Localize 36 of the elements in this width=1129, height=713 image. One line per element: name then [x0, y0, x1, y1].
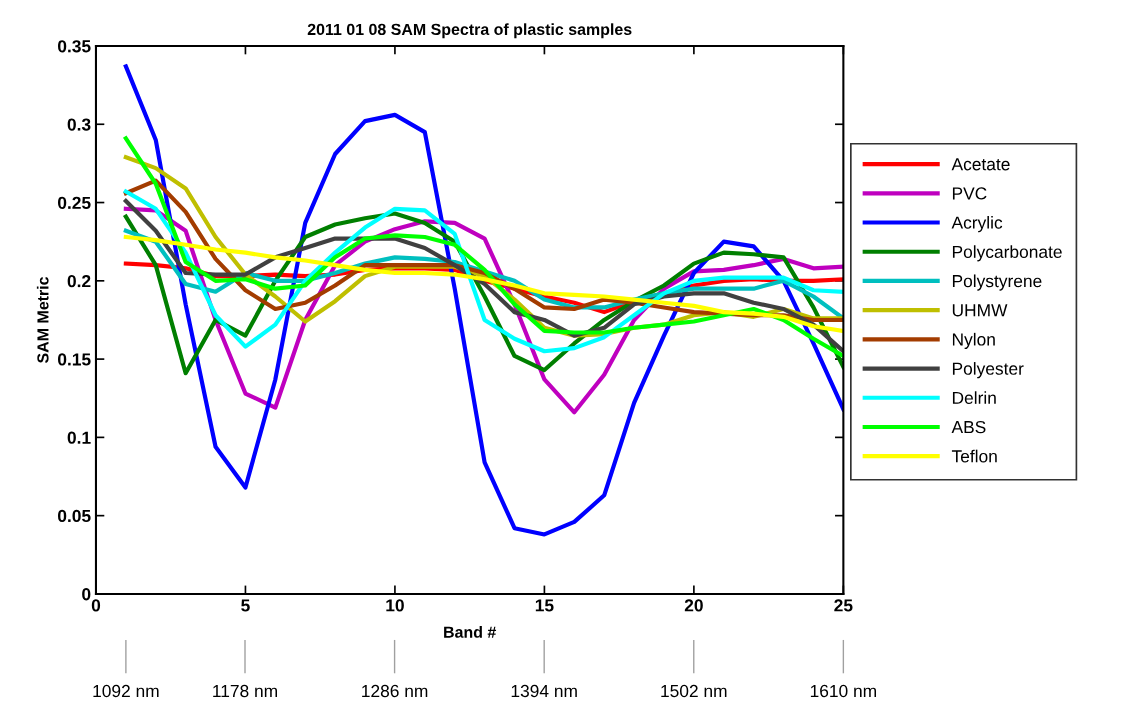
legend-label: Delrin — [952, 391, 996, 405]
line-series — [123, 234, 844, 334]
y-tick-label: 0.2 — [67, 274, 91, 288]
x-tick-label: 25 — [834, 599, 853, 612]
x2-tick-label: 1092 nm — [93, 684, 159, 698]
y-tick-label: 0 — [82, 588, 91, 601]
y-tick-label: 0.35 — [58, 40, 91, 53]
line-series — [123, 136, 844, 359]
y-tick-label: 0.15 — [58, 353, 91, 366]
x2-tick-label: 1610 nm — [810, 684, 876, 698]
x-tick-label: 15 — [535, 599, 554, 612]
legend-label: Polycarbonate — [952, 245, 1062, 262]
legend-label: Acetate — [951, 158, 1010, 171]
x-tick-label: 5 — [241, 599, 250, 612]
legend-label: UHMW — [952, 304, 1008, 317]
y-tick-label: 0.25 — [58, 196, 91, 209]
x-tick-label: 20 — [684, 599, 703, 612]
x-tick-label: 0 — [91, 599, 101, 612]
legend-label: Teflon — [951, 449, 997, 463]
x2-tick-label: 1502 nm — [661, 684, 727, 698]
y-tick-label: 0.1 — [67, 431, 91, 444]
legend-label: PVC — [952, 187, 987, 200]
y-tick-label: 0.05 — [58, 509, 91, 523]
chart-title: 2011 01 08 SAM Spectra of plastic samples — [307, 23, 632, 39]
legend-label: Polystyrene — [952, 274, 1042, 291]
x-tick-label: 10 — [386, 599, 404, 612]
x2-tick-label: 1394 nm — [511, 684, 577, 698]
y-tick-label: 0.3 — [67, 118, 91, 131]
legend-label: Nylon — [952, 332, 995, 350]
x-axis-title: Band # — [444, 626, 497, 638]
legend-label: Acrylic — [951, 216, 1003, 233]
legend-label: ABS — [951, 420, 986, 434]
legend-label: Polyester — [952, 362, 1024, 379]
x2-tick-label: 1178 nm — [213, 684, 277, 698]
x2-tick-label: 1286 nm — [362, 684, 428, 698]
y-axis-title: SAM Metric — [36, 276, 49, 363]
